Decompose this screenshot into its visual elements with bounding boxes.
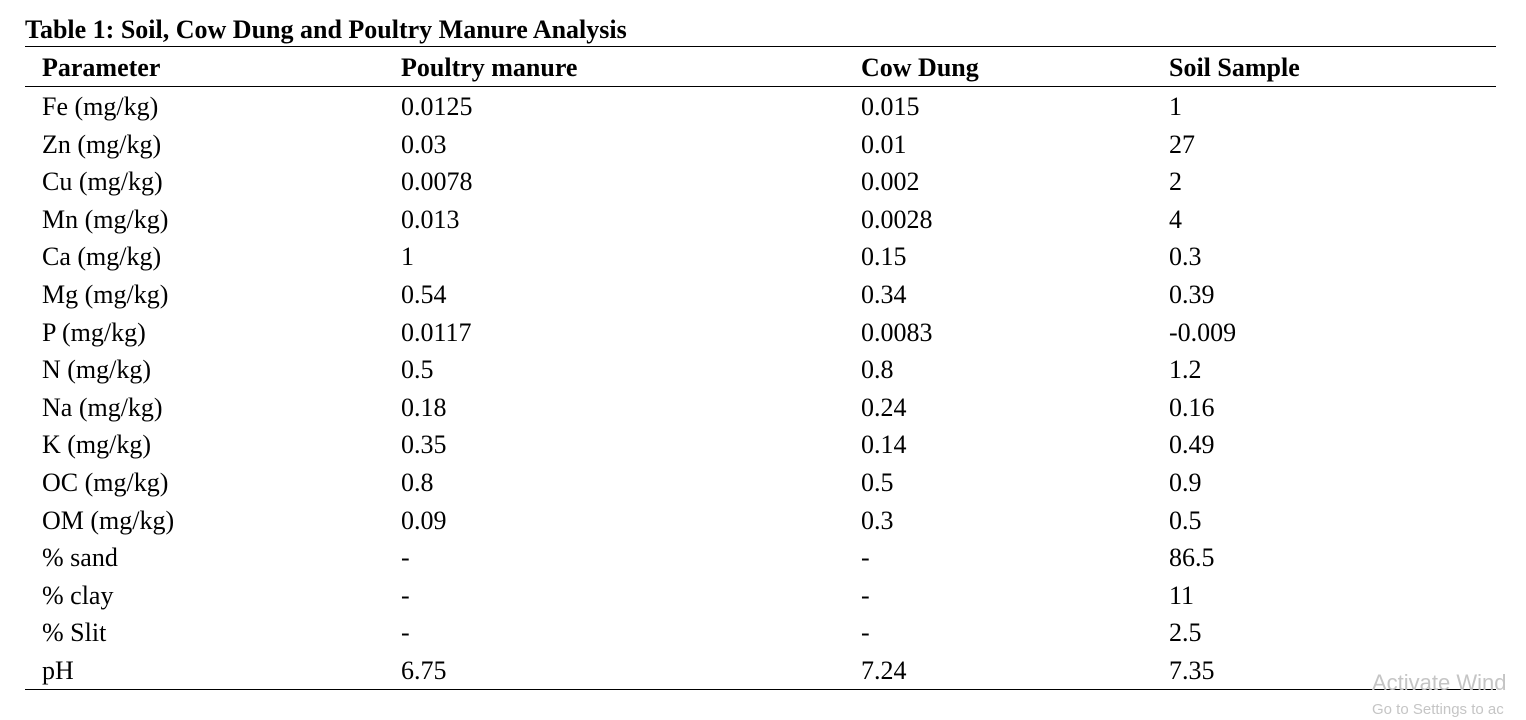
parameter-cell: Ca (mg/kg) [42,242,162,272]
parameter-cell: % sand [42,543,118,573]
table-row: P (mg/kg) 0.0117 0.0083 -0.009 [25,313,1496,351]
poultry-manure-cell: 0.03 [401,129,447,159]
table-row: % Slit - - 2.5 [25,613,1496,651]
parameter-cell: Mg (mg/kg) [42,279,169,309]
table-row: Ca (mg/kg) 1 0.15 0.3 [25,237,1496,275]
parameter-cell: Fe (mg/kg) [42,92,159,121]
soil-sample-cell: 11 [1169,580,1195,610]
soil-sample-cell: 2 [1169,167,1182,197]
table-row: pH 6.75 7.24 7.35 [25,651,1496,689]
column-header-poultry-manure: Poultry manure [401,53,578,82]
poultry-manure-cell: 0.54 [401,279,447,309]
table-row: Zn (mg/kg) 0.03 0.01 27 [25,125,1496,163]
cow-dung-cell: 0.34 [861,279,907,309]
table-row: OC (mg/kg) 0.8 0.5 0.9 [25,463,1496,501]
parameter-cell: % Slit [42,618,107,648]
cow-dung-cell: 0.8 [861,355,894,385]
parameter-cell: P (mg/kg) [42,317,146,347]
poultry-manure-cell: 0.09 [401,505,447,535]
soil-sample-cell: -0.009 [1169,317,1237,347]
table-row: K (mg/kg) 0.35 0.14 0.49 [25,425,1496,463]
soil-sample-cell: 0.3 [1169,242,1202,272]
soil-sample-cell: 86.5 [1169,543,1215,573]
poultry-manure-cell: - [401,580,410,610]
poultry-manure-cell: 0.5 [401,355,434,385]
parameter-cell: Mn (mg/kg) [42,204,169,234]
cow-dung-cell: - [861,543,870,573]
parameter-cell: Cu (mg/kg) [42,167,163,197]
poultry-manure-cell: 1 [401,242,414,272]
cow-dung-cell: 0.002 [861,167,920,197]
poultry-manure-cell: 0.0117 [401,317,472,347]
table-row: % clay - - 11 [25,576,1496,614]
column-header-cow-dung: Cow Dung [861,53,979,82]
soil-sample-cell: 0.49 [1169,430,1215,460]
cow-dung-cell: 0.24 [861,392,907,422]
parameter-cell: OM (mg/kg) [42,505,175,535]
activation-watermark-subtitle: Go to Settings to ac [1372,701,1504,718]
poultry-manure-cell: 0.0125 [401,92,473,121]
parameter-cell: pH [42,655,74,685]
table-row: N (mg/kg) 0.5 0.8 1.2 [25,350,1496,388]
cow-dung-cell: 0.0028 [861,204,933,234]
parameter-cell: Zn (mg/kg) [42,129,162,159]
parameter-cell: Na (mg/kg) [42,392,163,422]
poultry-manure-cell: 0.013 [401,204,460,234]
table-row: Fe (mg/kg) 0.0125 0.015 1 [25,87,1496,125]
parameter-cell: N (mg/kg) [42,355,152,385]
parameter-cell: K (mg/kg) [42,430,152,460]
cow-dung-cell: 0.14 [861,430,907,460]
table-row: Mg (mg/kg) 0.54 0.34 0.39 [25,275,1496,313]
soil-sample-cell: 0.16 [1169,392,1215,422]
cow-dung-cell: 0.015 [861,92,920,121]
cow-dung-cell: 0.01 [861,129,907,159]
activation-watermark-title: Activate Wind [1372,670,1507,695]
cow-dung-cell: 7.24 [861,655,907,685]
table-header-row: Parameter Poultry manure Cow Dung Soil S… [25,47,1496,87]
soil-sample-cell: 2.5 [1169,618,1202,648]
cow-dung-cell: - [861,618,870,648]
cow-dung-cell: 0.15 [861,242,907,272]
poultry-manure-cell: 0.8 [401,467,434,497]
soil-sample-cell: 0.9 [1169,467,1202,497]
poultry-manure-cell: 6.75 [401,655,447,685]
column-header-parameter: Parameter [42,53,161,82]
soil-sample-cell: 0.5 [1169,505,1202,535]
table-row: Mn (mg/kg) 0.013 0.0028 4 [25,200,1496,238]
table-row: Cu (mg/kg) 0.0078 0.002 2 [25,162,1496,200]
table-caption: Table 1: Soil, Cow Dung and Poultry Manu… [25,15,627,44]
poultry-manure-cell: - [401,543,410,573]
poultry-manure-cell: 0.0078 [401,167,473,197]
table-row: % sand - - 86.5 [25,538,1496,576]
cow-dung-cell: 0.3 [861,505,894,535]
cow-dung-cell: 0.5 [861,467,894,497]
column-header-soil-sample: Soil Sample [1169,53,1300,82]
soil-sample-cell: 0.39 [1169,279,1215,309]
soil-sample-cell: 1.2 [1169,355,1202,385]
analysis-table: Parameter Poultry manure Cow Dung Soil S… [25,46,1496,690]
parameter-cell: OC (mg/kg) [42,467,169,497]
poultry-manure-cell: 0.35 [401,430,447,460]
soil-sample-cell: 7.35 [1169,655,1215,685]
soil-sample-cell: 4 [1169,204,1182,234]
table-body: Fe (mg/kg) 0.0125 0.015 1 Zn (mg/kg) 0.03 0.01… [25,87,1496,689]
cow-dung-cell: 0.0083 [861,317,933,347]
poultry-manure-cell: - [401,618,410,648]
soil-sample-cell: 27 [1169,129,1195,159]
soil-sample-cell: 1 [1169,92,1182,121]
table-row: OM (mg/kg) 0.09 0.3 0.5 [25,501,1496,539]
cow-dung-cell: - [861,580,870,610]
poultry-manure-cell: 0.18 [401,392,447,422]
parameter-cell: % clay [42,580,114,610]
table-row: Na (mg/kg) 0.18 0.24 0.16 [25,388,1496,426]
